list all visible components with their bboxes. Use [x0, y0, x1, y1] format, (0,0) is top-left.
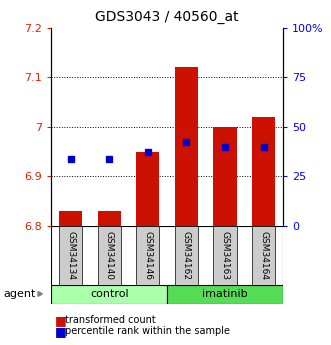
Bar: [213, 127, 237, 226]
Bar: [59, 211, 82, 226]
Text: imatinib: imatinib: [202, 289, 248, 299]
Title: GDS3043 / 40560_at: GDS3043 / 40560_at: [95, 10, 239, 24]
Text: GSM34163: GSM34163: [220, 231, 230, 280]
Text: GSM34146: GSM34146: [143, 231, 152, 280]
Bar: [98, 211, 121, 226]
Text: transformed count: transformed count: [65, 315, 155, 325]
Bar: [59, 226, 82, 285]
Text: ■: ■: [55, 325, 66, 338]
Polygon shape: [38, 292, 42, 296]
Bar: [175, 67, 198, 226]
Text: GSM34162: GSM34162: [182, 231, 191, 280]
Text: GSM34134: GSM34134: [66, 231, 75, 280]
Bar: [167, 285, 283, 304]
Text: GSM34140: GSM34140: [105, 231, 114, 280]
Bar: [51, 285, 167, 304]
Bar: [252, 117, 275, 226]
Bar: [252, 226, 275, 285]
Bar: [136, 226, 160, 285]
Bar: [175, 226, 198, 285]
Bar: [136, 151, 160, 226]
Text: percentile rank within the sample: percentile rank within the sample: [65, 326, 229, 336]
Text: GSM34164: GSM34164: [259, 231, 268, 280]
Bar: [98, 226, 121, 285]
Bar: [213, 226, 237, 285]
Text: control: control: [90, 289, 128, 299]
Text: ■: ■: [55, 314, 66, 327]
Text: agent: agent: [3, 289, 36, 299]
